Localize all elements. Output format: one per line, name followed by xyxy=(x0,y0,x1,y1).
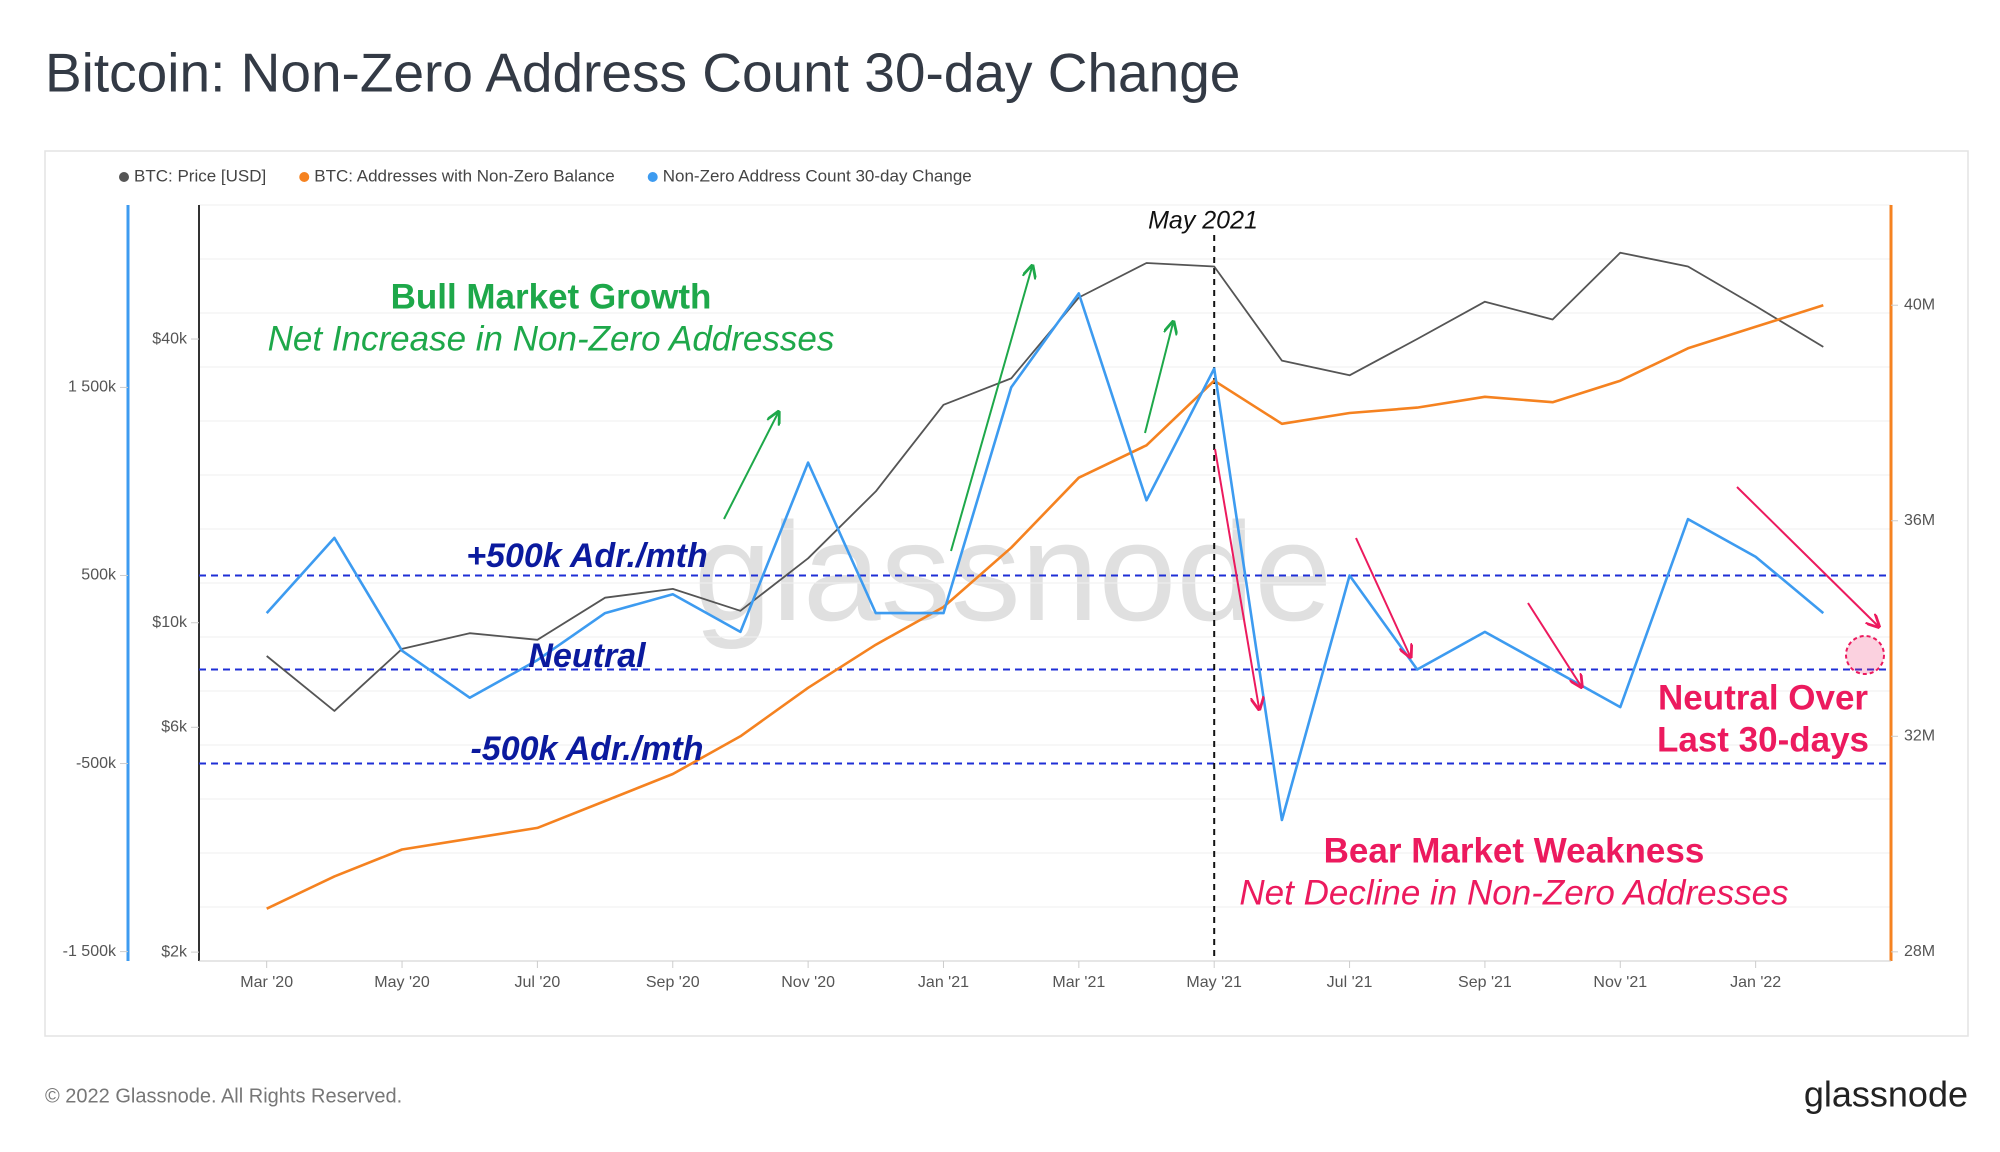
annotation: Neutral xyxy=(528,637,647,675)
x-tick-label: Jan '22 xyxy=(1730,974,1781,991)
arrow xyxy=(1144,323,1173,434)
arrow xyxy=(723,413,778,520)
annotation: Last 30-days xyxy=(1657,720,1869,759)
series-line xyxy=(265,292,1825,822)
arrow xyxy=(1214,448,1259,708)
annotation: Net Decline in Non-Zero Addresses xyxy=(1239,873,1788,912)
y2-tick-label: $2k xyxy=(161,943,188,960)
annotation: Bull Market Growth xyxy=(391,277,712,316)
x-tick-label: Nov '21 xyxy=(1593,974,1647,991)
y2-tick-label: $6k xyxy=(161,718,188,735)
x-tick-label: Jul '20 xyxy=(515,974,561,991)
y3-tick-label: 28M xyxy=(1904,943,1935,960)
logo: glassnode xyxy=(1804,1074,1968,1115)
plot-area: -1 500k -500k 500k 1 500k $2k $6k $10k $40k 28M 3… xyxy=(63,204,1935,991)
legend-label: BTC: Addresses with Non-Zero Balance xyxy=(314,166,614,185)
y-tick-label: -1 500k xyxy=(63,943,117,960)
watermark: glassnode xyxy=(694,493,1332,650)
y3-tick-label: 36M xyxy=(1904,512,1935,529)
annotation: -500k Adr./mth xyxy=(470,730,703,768)
chart-title: Bitcoin: Non-Zero Address Count 30-day C… xyxy=(45,42,1240,104)
x-tick-label: Jul '21 xyxy=(1327,974,1373,991)
series-line xyxy=(266,303,1824,910)
y2-tick-label: $40k xyxy=(152,330,188,347)
arrow xyxy=(1736,486,1878,626)
y-tick-label: 500k xyxy=(81,567,117,584)
series-line xyxy=(266,251,1824,712)
y2-tick-label: $10k xyxy=(152,614,188,631)
x-tick-label: Sep '21 xyxy=(1458,974,1512,991)
x-tick-label: May '21 xyxy=(1186,974,1242,991)
legend-label: Non-Zero Address Count 30-day Change xyxy=(663,166,972,185)
annotation: May 2021 xyxy=(1148,207,1258,235)
x-tick-label: Nov '20 xyxy=(781,974,835,991)
y-tick-label: -500k xyxy=(76,755,117,772)
annotation: +500k Adr./mth xyxy=(466,537,708,575)
arrow xyxy=(1527,602,1581,686)
y3-tick-label: 40M xyxy=(1904,296,1935,313)
legend-swatch xyxy=(647,172,658,182)
legend-swatch xyxy=(119,172,129,182)
x-tick-label: May '20 xyxy=(374,974,430,991)
footer: © 2022 Glassnode. All Rights Reserved. xyxy=(45,1085,402,1107)
annotation: Bear Market Weakness xyxy=(1324,831,1705,870)
x-tick-label: Jan '21 xyxy=(918,974,969,991)
x-tick-label: Sep '20 xyxy=(646,974,700,991)
arrow xyxy=(950,267,1032,552)
highlight-circle xyxy=(1845,635,1885,675)
arrow xyxy=(1355,537,1410,656)
annotation: Neutral Over xyxy=(1658,678,1868,717)
annotation: Net Increase in Non-Zero Addresses xyxy=(268,319,835,358)
y3-tick-label: 32M xyxy=(1904,728,1935,745)
chart-frame xyxy=(44,150,1969,1037)
legend-label: BTC: Price [USD] xyxy=(134,166,266,185)
x-tick-label: Mar '20 xyxy=(240,974,293,991)
legend-swatch xyxy=(299,172,310,182)
y-tick-label: 1 500k xyxy=(68,379,117,396)
x-tick-label: Mar '21 xyxy=(1052,974,1105,991)
